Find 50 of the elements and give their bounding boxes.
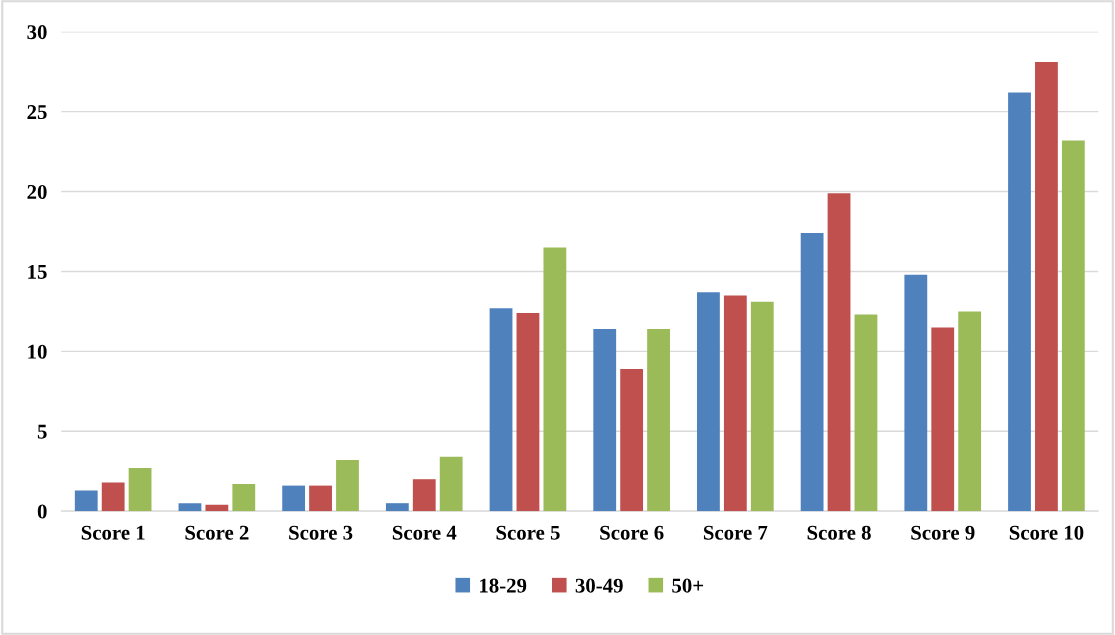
bar — [620, 368, 644, 512]
bar — [1035, 62, 1058, 512]
bar — [1061, 140, 1085, 512]
x-tick-label: Score 5 — [496, 525, 560, 540]
y-tick-label: 30 — [27, 25, 47, 40]
x-tick-label: Score 9 — [911, 525, 975, 540]
bar — [336, 460, 359, 512]
bar — [309, 485, 332, 512]
x-tick-label: Score 2 — [185, 525, 249, 540]
bar — [232, 484, 256, 512]
y-tick-label: 20 — [27, 184, 47, 199]
y-tick-label: 15 — [28, 264, 47, 279]
bar — [543, 247, 567, 512]
x-tick-label: Score 10 — [1009, 525, 1084, 540]
x-tick-label: Score 4 — [392, 525, 457, 540]
x-tick-label: Score 6 — [600, 525, 664, 540]
x-tick-label: Score 7 — [703, 525, 768, 540]
y-tick-label: 0 — [37, 504, 47, 519]
bar — [593, 328, 617, 512]
bar — [647, 328, 670, 512]
bar — [282, 485, 306, 512]
bar — [854, 314, 878, 512]
x-tick-label: Score 1 — [81, 525, 145, 540]
legend-label: 18-29 — [480, 578, 527, 593]
bar — [101, 482, 125, 512]
bar — [1008, 92, 1031, 512]
bar — [800, 233, 824, 512]
bar — [128, 468, 152, 512]
bar — [489, 308, 513, 512]
bar — [385, 503, 409, 512]
bar — [205, 504, 229, 512]
bar — [412, 479, 436, 512]
bar — [516, 313, 540, 512]
bar — [723, 295, 747, 512]
x-tick-label: Score 8 — [807, 525, 871, 540]
bar — [958, 311, 982, 512]
y-tick-label: 5 — [37, 424, 47, 439]
legend-label: 50+ — [672, 578, 704, 593]
bar — [827, 193, 851, 512]
bar — [439, 456, 463, 512]
bar — [931, 327, 955, 512]
y-tick-label: 25 — [27, 105, 47, 120]
bar — [178, 503, 202, 512]
bar — [697, 292, 720, 512]
legend-label: 30-49 — [575, 578, 623, 593]
x-tick-label: Score 3 — [289, 525, 353, 540]
bar — [904, 274, 928, 512]
bar — [750, 301, 774, 512]
y-tick-label: 10 — [28, 344, 47, 359]
bar — [74, 490, 98, 512]
